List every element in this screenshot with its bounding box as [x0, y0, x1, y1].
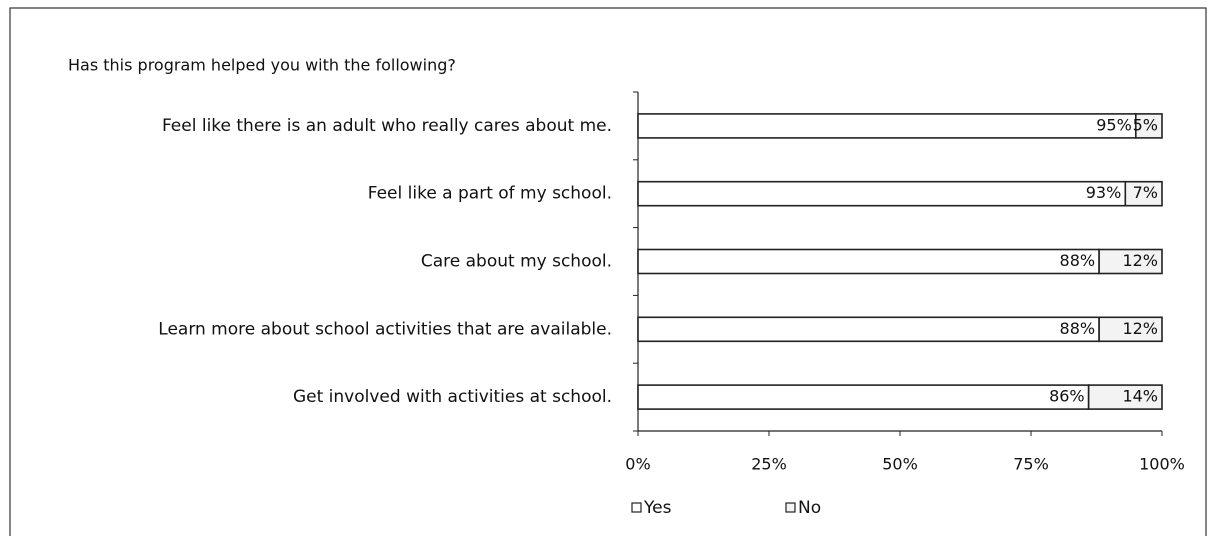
y-tick-label: Feel like there is an adult who really c…	[162, 116, 612, 136]
legend-label: Yes	[643, 498, 672, 518]
y-tick-label: Care about my school.	[421, 252, 612, 272]
value-label: 88%	[1060, 251, 1096, 270]
chart-title: Has this program helped you with the fol…	[68, 56, 456, 75]
x-tick-label: 100%	[1139, 455, 1185, 474]
bar-segment	[637, 316, 1100, 343]
value-label: 88%	[1060, 319, 1096, 338]
frame	[9, 7, 1207, 536]
value-label: 5%	[1133, 115, 1158, 134]
bar-segment	[1135, 113, 1163, 139]
bar-segment	[1098, 248, 1163, 275]
legend-marker	[631, 502, 642, 513]
value-label: 12%	[1122, 319, 1158, 338]
legend-label: No	[798, 498, 821, 518]
bar-segment	[1098, 316, 1163, 343]
value-label: 93%	[1086, 183, 1122, 202]
bar-segment	[1087, 384, 1163, 410]
x-tick-label: 75%	[1013, 455, 1049, 474]
bar-segment	[637, 180, 1127, 207]
value-label: 12%	[1122, 251, 1158, 270]
bar-segment	[637, 384, 1090, 410]
y-tick-label: Learn more about school activities that …	[158, 319, 612, 339]
y-tick-label: Feel like a part of my school.	[368, 184, 612, 204]
y-tick-label: Get involved with activities at school.	[293, 387, 612, 407]
x-tick-label: 50%	[882, 455, 918, 474]
legend-marker	[785, 502, 796, 513]
bar-segment	[1124, 180, 1163, 207]
x-tick-label: 0%	[625, 455, 650, 474]
value-label: 86%	[1049, 387, 1085, 406]
bar-segment	[637, 248, 1100, 275]
value-label: 14%	[1122, 387, 1158, 406]
value-label: 7%	[1133, 183, 1158, 202]
x-tick-label: 25%	[751, 455, 787, 474]
value-label: 95%	[1096, 115, 1132, 134]
bar-segment	[637, 113, 1137, 139]
